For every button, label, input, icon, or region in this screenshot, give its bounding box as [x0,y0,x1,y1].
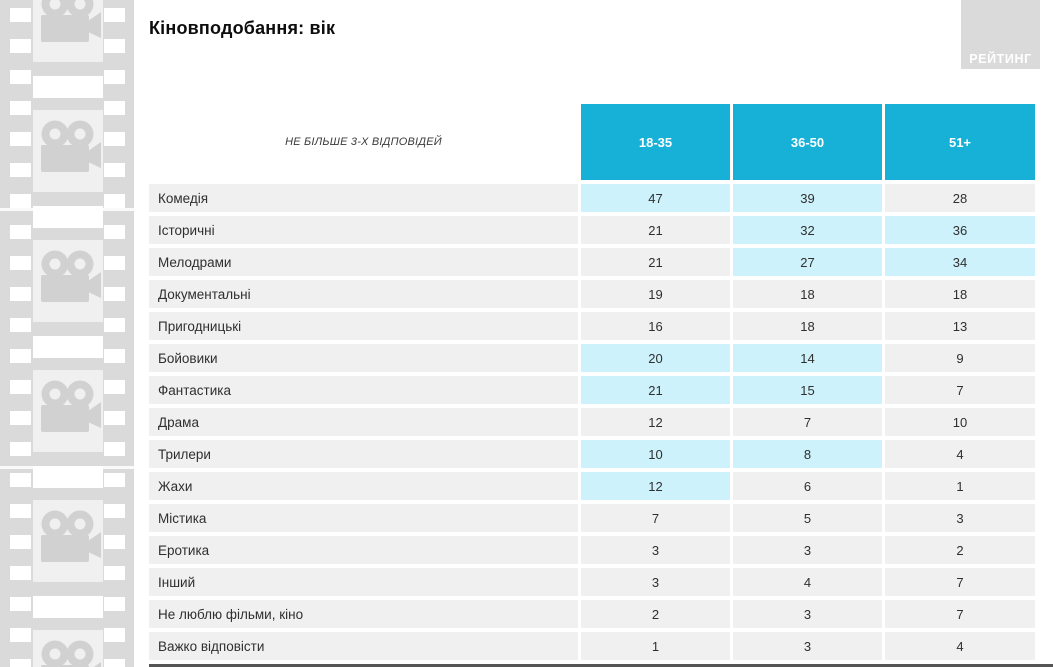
column-header-51plus: 51+ [885,104,1035,180]
table-row: Документальні 19 18 18 [149,280,1035,308]
table-row: Містика 7 5 3 [149,504,1035,532]
value-cell: 3 [733,632,882,660]
table-row: Бойовики 20 14 9 [149,344,1035,372]
value-cell: 21 [581,216,730,244]
table-row: Важко відповісти 1 3 4 [149,632,1035,660]
value-cell: 27 [733,248,882,276]
row-label: Бойовики [149,344,578,372]
slide-bottom-rule [149,664,1053,667]
value-cell: 1 [885,472,1035,500]
value-cell: 19 [581,280,730,308]
value-cell: 20 [581,344,730,372]
table-row: Інший 3 4 7 [149,568,1035,596]
value-cell: 3 [581,568,730,596]
value-cell: 21 [581,376,730,404]
value-cell: 2 [581,600,730,628]
value-cell: 7 [885,376,1035,404]
value-cell: 9 [885,344,1035,372]
value-cell: 28 [885,184,1035,212]
value-cell: 47 [581,184,730,212]
value-cell: 36 [885,216,1035,244]
row-label: Важко відповісти [149,632,578,660]
table-header-row: НЕ БІЛЬШЕ 3-Х ВІДПОВІДЕЙ 18-35 36-50 51+ [149,104,1035,180]
value-cell: 14 [733,344,882,372]
rating-logo-text: РЕЙТИНГ [969,51,1032,66]
value-cell: 8 [733,440,882,468]
row-label: Мелодрами [149,248,578,276]
value-cell: 32 [733,216,882,244]
value-cell: 18 [733,312,882,340]
value-cell: 2 [885,536,1035,564]
table-body: Комедія 47 39 28 Історичні 21 32 36 Мелодрами 21 2… [149,184,1035,660]
row-label: Не люблю фільми, кіно [149,600,578,628]
table-row: Трилери 10 8 4 [149,440,1035,468]
page-break-line [0,466,134,469]
value-cell: 12 [581,472,730,500]
row-label: Комедія [149,184,578,212]
value-cell: 6 [733,472,882,500]
value-cell: 3 [733,536,882,564]
table-row: Фантастика 21 15 7 [149,376,1035,404]
row-label: Драма [149,408,578,436]
film-strip-decoration [0,0,134,667]
column-header-18-35: 18-35 [581,104,730,180]
table-row: Історичні 21 32 36 [149,216,1035,244]
value-cell: 34 [885,248,1035,276]
row-label: Еротика [149,536,578,564]
page-break-line [0,208,134,211]
row-label: Документальні [149,280,578,308]
value-cell: 4 [885,440,1035,468]
value-cell: 3 [885,504,1035,532]
preferences-table: НЕ БІЛЬШЕ 3-Х ВІДПОВІДЕЙ 18-35 36-50 51+… [149,104,1035,660]
value-cell: 5 [733,504,882,532]
column-header-36-50: 36-50 [733,104,882,180]
value-cell: 3 [581,536,730,564]
row-label: Трилери [149,440,578,468]
table-row: Не люблю фільми, кіно 2 3 7 [149,600,1035,628]
slide-title: Кіновподобання: вік [149,18,336,38]
value-cell: 7 [885,600,1035,628]
value-cell: 15 [733,376,882,404]
value-cell: 16 [581,312,730,340]
row-label: Містика [149,504,578,532]
value-cell: 21 [581,248,730,276]
row-label: Історичні [149,216,578,244]
value-cell: 7 [885,568,1035,596]
value-cell: 12 [581,408,730,436]
table-row: Комедія 47 39 28 [149,184,1035,212]
value-cell: 18 [885,280,1035,308]
value-cell: 4 [733,568,882,596]
table-row: Мелодрами 21 27 34 [149,248,1035,276]
value-cell: 10 [885,408,1035,436]
value-cell: 18 [733,280,882,308]
value-cell: 3 [733,600,882,628]
table-row: Жахи 12 6 1 [149,472,1035,500]
row-label: Жахи [149,472,578,500]
table-row: Драма 12 7 10 [149,408,1035,436]
value-cell: 13 [885,312,1035,340]
value-cell: 1 [581,632,730,660]
table-note: НЕ БІЛЬШЕ 3-Х ВІДПОВІДЕЙ [149,104,578,180]
table-row: Пригодницькі 16 18 13 [149,312,1035,340]
value-cell: 7 [581,504,730,532]
row-label: Інший [149,568,578,596]
rating-logo: РЕЙТИНГ [961,0,1040,69]
row-label: Пригодницькі [149,312,578,340]
table-row: Еротика 3 3 2 [149,536,1035,564]
value-cell: 4 [885,632,1035,660]
value-cell: 7 [733,408,882,436]
value-cell: 10 [581,440,730,468]
row-label: Фантастика [149,376,578,404]
value-cell: 39 [733,184,882,212]
